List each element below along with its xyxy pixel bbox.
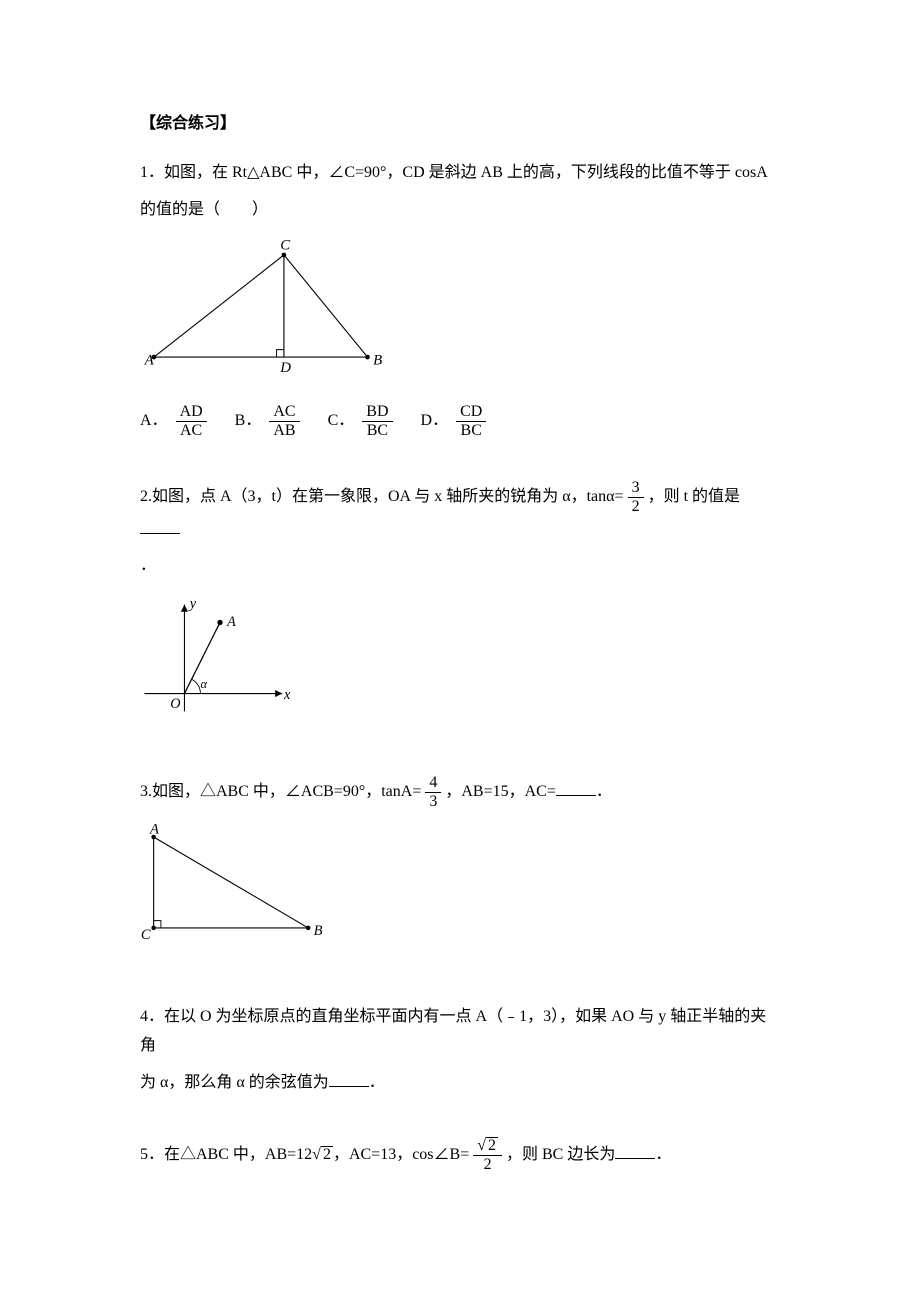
- p1-option-A: A． AD AC: [140, 403, 207, 439]
- p1-optB-den: AB: [269, 422, 299, 440]
- p5-frac-sqrt: √2: [477, 1137, 498, 1154]
- p1-optB-label: B．: [235, 412, 262, 429]
- problem-2: 2.如图，点 A（3，t）在第一象限，OA 与 x 轴所夹的锐角为 α，tanα…: [140, 479, 780, 734]
- problem-3: 3.如图，△ABC 中，∠ACB=90°，tanA= 4 3 ，AB=15，AC…: [140, 774, 780, 963]
- p1-option-C: C． BD BC: [328, 403, 393, 439]
- p5-text-d: ．: [655, 1146, 671, 1163]
- p1-optD-label: D．: [421, 412, 449, 429]
- p5-text-c: ，则 BC 边长为: [506, 1146, 615, 1163]
- p2-label-alpha: α: [200, 677, 207, 691]
- p3-text-a: 3.如图，△ABC 中，∠ACB=90°，tanA=: [140, 783, 421, 800]
- p3-blank: [556, 779, 596, 796]
- p2-label-y: y: [188, 596, 197, 612]
- p4-text-c: ．: [369, 1074, 385, 1091]
- p5-sqrt1: √2: [312, 1146, 333, 1163]
- p3-figure: A B C: [140, 822, 780, 963]
- p5-text-b: ，AC=13，cos∠B=: [333, 1146, 469, 1163]
- p5-sqrt1-body: 2: [321, 1146, 333, 1163]
- p1-text-a: 1．如图，在 Rt△ABC 中，∠C=90°，CD 是斜边 AB 上的高，下列线…: [140, 159, 780, 188]
- p1-options: A． AD AC B． AC AB C． BD BC D． CD BC: [140, 403, 780, 439]
- p5-frac: √2 2: [473, 1137, 502, 1173]
- p1-optA-num: AD: [176, 403, 207, 422]
- p1-text-b: 的值的是（ ）: [140, 196, 780, 225]
- p1-optC-num: BD: [362, 403, 392, 422]
- p1-option-D: D． CD BC: [421, 403, 487, 439]
- p3-line: 3.如图，△ABC 中，∠ACB=90°，tanA= 4 3 ，AB=15，AC…: [140, 774, 780, 810]
- p2-line: 2.如图，点 A（3，t）在第一象限，OA 与 x 轴所夹的锐角为 α，tanα…: [140, 479, 780, 544]
- p2-label-O: O: [170, 696, 180, 712]
- p3-svg: A B C: [140, 822, 340, 952]
- p5-blank: [615, 1142, 655, 1159]
- p3-frac: 4 3: [425, 774, 441, 810]
- p1-optA-label: A．: [140, 412, 168, 429]
- p3-text-b: ，AB=15，AC=: [445, 783, 556, 800]
- p1-optB-num: AC: [269, 403, 299, 422]
- section-title: 【综合练习】: [140, 110, 780, 139]
- p5-frac-num: √2: [473, 1137, 502, 1156]
- p3-label-A: A: [149, 822, 159, 838]
- p2-label-A: A: [226, 614, 236, 630]
- p2-text-a: 2.如图，点 A（3，t）在第一象限，OA 与 x 轴所夹的锐角为 α，tanα…: [140, 488, 624, 505]
- p3-frac-num: 4: [425, 774, 441, 793]
- p3-label-B: B: [314, 923, 323, 939]
- p1-figure: A B C D: [140, 236, 780, 387]
- p4-text-a: 4．在以 O 为坐标原点的直角坐标平面内有一点 A（﹣1，3），如果 AO 与 …: [140, 1003, 780, 1061]
- problem-5: 5．在△ABC 中，AB=12√2，AC=13，cos∠B= √2 2 ，则 B…: [140, 1137, 780, 1173]
- problem-1: 1．如图，在 Rt△ABC 中，∠C=90°，CD 是斜边 AB 上的高，下列线…: [140, 159, 780, 440]
- p2-text-c: ．: [140, 552, 780, 581]
- p2-blank: [140, 517, 180, 534]
- p5-frac-den: 2: [473, 1156, 502, 1174]
- p3-frac-den: 3: [425, 793, 441, 811]
- p1-option-B: B． AC AB: [235, 403, 300, 439]
- p2-frac-den: 2: [628, 498, 644, 516]
- p2-text-b: ，则 t 的值是: [648, 488, 740, 505]
- p5-frac-sqrt-body: 2: [486, 1137, 498, 1154]
- p2-label-x: x: [283, 687, 291, 703]
- p5-line: 5．在△ABC 中，AB=12√2，AC=13，cos∠B= √2 2 ，则 B…: [140, 1137, 780, 1173]
- p1-optD-num: CD: [456, 403, 486, 422]
- p1-svg: A B C D: [140, 236, 400, 376]
- p1-optC-label: C．: [328, 412, 355, 429]
- p4-line2: 为 α，那么角 α 的余弦值为 ．: [140, 1069, 780, 1098]
- p4-text-b: 为 α，那么角 α 的余弦值为: [140, 1074, 329, 1091]
- p1-label-A: A: [144, 353, 155, 369]
- p1-optC-frac: BD BC: [362, 403, 392, 439]
- p1-optB-frac: AC AB: [269, 403, 299, 439]
- p1-optA-den: AC: [176, 422, 207, 440]
- p1-optD-frac: CD BC: [456, 403, 486, 439]
- p2-frac: 3 2: [628, 479, 644, 515]
- p5-text-a: 5．在△ABC 中，AB=12: [140, 1146, 312, 1163]
- problem-4: 4．在以 O 为坐标原点的直角坐标平面内有一点 A（﹣1，3），如果 AO 与 …: [140, 1003, 780, 1097]
- p1-label-D: D: [279, 360, 291, 376]
- p2-figure: O x y A α: [140, 593, 780, 734]
- p1-label-C: C: [280, 238, 291, 254]
- p1-optD-den: BC: [456, 422, 486, 440]
- p1-optA-frac: AD AC: [176, 403, 207, 439]
- p1-label-B: B: [373, 353, 382, 369]
- p2-frac-num: 3: [628, 479, 644, 498]
- p4-blank: [329, 1070, 369, 1087]
- p2-svg: O x y A α: [140, 593, 300, 723]
- p1-optC-den: BC: [362, 422, 392, 440]
- p3-label-C: C: [141, 927, 151, 943]
- p3-text-c: ．: [596, 783, 612, 800]
